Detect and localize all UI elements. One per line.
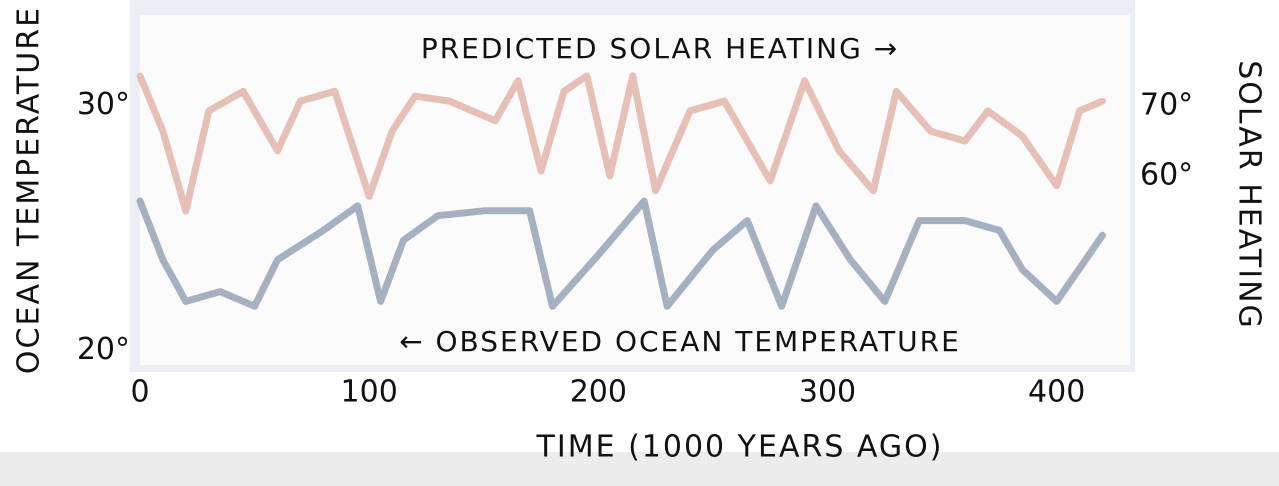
x-tick-label: 300 [799, 375, 856, 410]
y-tick-label: 30° [77, 87, 130, 122]
y2-axis-label: SOLAR HEATING [1232, 60, 1267, 330]
y-tick-label: 20° [77, 332, 130, 367]
plot-area [140, 15, 1130, 365]
x-tick-label: 100 [341, 375, 398, 410]
y-axis-label: OCEAN TEMPERATURE [12, 6, 47, 374]
y2-tick-label: 70° [1140, 88, 1193, 123]
annotation: ← OBSERVED OCEAN TEMPERATURE [399, 325, 961, 358]
x-tick-label: 400 [1028, 375, 1085, 410]
y2-tick-label: 60° [1140, 158, 1193, 193]
x-axis-label: TIME (1000 YEARS AGO) [536, 430, 944, 465]
x-tick-label: 200 [570, 375, 627, 410]
x-tick-label: 0 [130, 375, 149, 410]
annotation: PREDICTED SOLAR HEATING → [421, 32, 899, 65]
chart: PREDICTED SOLAR HEATING → ← OBSERVED OCE… [0, 0, 1279, 486]
